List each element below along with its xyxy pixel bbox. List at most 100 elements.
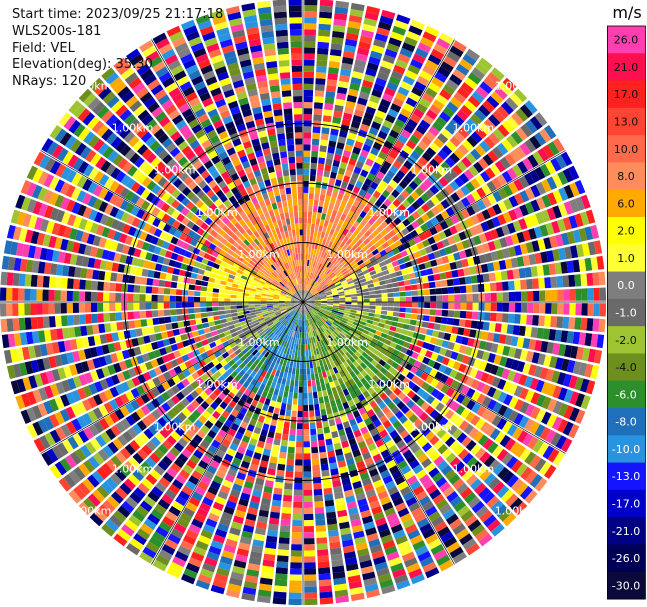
velocity-gate bbox=[420, 556, 434, 568]
velocity-gate bbox=[331, 275, 338, 281]
velocity-gate bbox=[522, 433, 534, 447]
velocity-gate bbox=[376, 171, 385, 180]
velocity-gate bbox=[316, 531, 327, 538]
velocity-gate bbox=[344, 306, 352, 310]
velocity-gate bbox=[395, 327, 403, 334]
velocity-gate bbox=[212, 288, 220, 293]
velocity-gate bbox=[392, 434, 403, 444]
velocity-gate bbox=[237, 288, 244, 293]
velocity-gate bbox=[321, 469, 330, 477]
velocity-gate bbox=[230, 294, 237, 299]
velocity-gate bbox=[399, 263, 407, 270]
velocity-gate bbox=[379, 180, 388, 189]
velocity-gate bbox=[232, 565, 246, 575]
velocity-gate bbox=[273, 487, 283, 495]
velocity-gate bbox=[85, 280, 92, 290]
velocity-gate bbox=[327, 327, 333, 334]
velocity-gate bbox=[371, 204, 379, 213]
velocity-gate bbox=[333, 153, 342, 162]
velocity-gate bbox=[303, 217, 308, 224]
velocity-gate bbox=[430, 544, 445, 556]
velocity-gate bbox=[478, 360, 488, 371]
velocity-gate bbox=[507, 222, 516, 234]
velocity-gate bbox=[134, 319, 142, 328]
velocity-gate bbox=[78, 291, 86, 301]
velocity-gate bbox=[212, 302, 219, 307]
velocity-gate bbox=[313, 482, 322, 490]
velocity-gate bbox=[476, 393, 487, 405]
velocity-gate bbox=[367, 100, 379, 110]
velocity-gate bbox=[355, 492, 366, 501]
velocity-gate bbox=[303, 277, 305, 284]
velocity-gate bbox=[317, 263, 323, 270]
velocity-gate bbox=[353, 166, 362, 175]
velocity-gate bbox=[316, 385, 322, 392]
velocity-gate bbox=[491, 376, 501, 388]
velocity-gate bbox=[309, 187, 315, 194]
velocity-gate bbox=[508, 347, 517, 358]
velocity-gate bbox=[476, 349, 485, 360]
velocity-gate bbox=[301, 308, 303, 315]
velocity-gate bbox=[334, 589, 349, 598]
velocity-gate bbox=[330, 468, 339, 476]
velocity-gate bbox=[301, 332, 303, 339]
velocity-gate bbox=[304, 29, 317, 36]
velocity-gate bbox=[240, 492, 251, 501]
velocity-gate bbox=[334, 269, 341, 276]
velocity-gate bbox=[303, 223, 307, 230]
velocity-gate bbox=[447, 236, 456, 245]
velocity-gate bbox=[212, 292, 219, 298]
velocity-gate bbox=[453, 131, 466, 143]
velocity-gate bbox=[206, 297, 213, 302]
velocity-gate bbox=[332, 321, 339, 327]
velocity-gate bbox=[303, 265, 305, 272]
velocity-gate bbox=[533, 303, 540, 314]
velocity-gate bbox=[478, 104, 491, 117]
velocity-gate bbox=[311, 446, 319, 454]
velocity-gate bbox=[325, 239, 330, 247]
velocity-gate bbox=[290, 562, 302, 569]
velocity-gate bbox=[339, 74, 350, 83]
velocity-gate bbox=[557, 289, 564, 301]
velocity-gate bbox=[552, 342, 561, 356]
velocity-gate bbox=[530, 184, 541, 198]
velocity-gate bbox=[465, 48, 480, 61]
velocity-gate bbox=[301, 320, 303, 327]
velocity-gate bbox=[367, 152, 377, 162]
velocity-gate bbox=[323, 109, 333, 117]
velocity-gate bbox=[416, 217, 425, 226]
velocity-gate bbox=[459, 173, 470, 184]
velocity-gate bbox=[320, 408, 327, 416]
velocity-gate bbox=[417, 171, 427, 182]
velocity-gate bbox=[365, 437, 374, 446]
velocity-gate bbox=[338, 80, 349, 89]
velocity-gate bbox=[326, 307, 333, 310]
velocity-gate bbox=[393, 292, 400, 297]
velocity-gate bbox=[394, 574, 409, 584]
velocity-gate bbox=[330, 128, 339, 136]
velocity-gate bbox=[234, 509, 246, 519]
velocity-gate bbox=[433, 345, 442, 354]
velocity-gate bbox=[504, 335, 513, 346]
velocity-gate bbox=[428, 281, 436, 289]
velocity-gate bbox=[291, 532, 302, 539]
velocity-gate bbox=[328, 272, 335, 278]
velocity-gate bbox=[504, 258, 513, 269]
velocity-gate bbox=[452, 114, 465, 126]
velocity-gate bbox=[332, 436, 340, 445]
velocity-gate bbox=[542, 328, 550, 340]
velocity-gate bbox=[310, 273, 314, 280]
velocity-gate bbox=[311, 379, 316, 387]
velocity-gate bbox=[303, 495, 313, 502]
velocity-gate bbox=[341, 118, 351, 127]
velocity-gate bbox=[308, 298, 315, 301]
velocity-gate bbox=[348, 257, 355, 264]
velocity-gate bbox=[339, 434, 348, 443]
velocity-gate bbox=[385, 439, 395, 449]
velocity-gate bbox=[315, 519, 326, 526]
velocity-gate bbox=[312, 464, 320, 472]
velocity-gate bbox=[556, 275, 564, 288]
velocity-gate bbox=[322, 345, 328, 352]
velocity-gate bbox=[524, 489, 538, 504]
velocity-gate bbox=[309, 325, 313, 332]
